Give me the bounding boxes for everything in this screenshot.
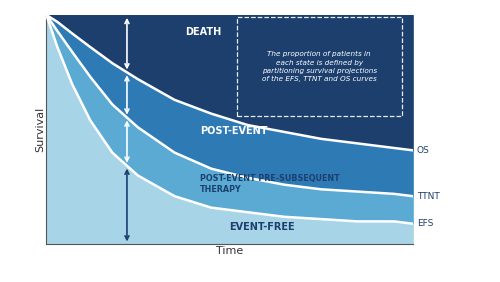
Text: TTNT: TTNT	[417, 192, 440, 201]
Text: EVENT-FREE: EVENT-FREE	[230, 222, 295, 232]
Y-axis label: Survival: Survival	[35, 107, 45, 152]
Text: OS: OS	[417, 146, 430, 155]
Text: POST-EVENT: POST-EVENT	[200, 126, 268, 136]
Text: POST-EVENT PRE-SUBSEQUENT
THERAPY: POST-EVENT PRE-SUBSEQUENT THERAPY	[200, 174, 340, 194]
Text: EFS: EFS	[417, 219, 434, 228]
FancyBboxPatch shape	[237, 17, 402, 116]
X-axis label: Time: Time	[216, 246, 243, 256]
Text: DEATH: DEATH	[186, 27, 222, 37]
Text: The proportion of patients in
each state is defined by
partitioning survival pro: The proportion of patients in each state…	[262, 51, 377, 82]
